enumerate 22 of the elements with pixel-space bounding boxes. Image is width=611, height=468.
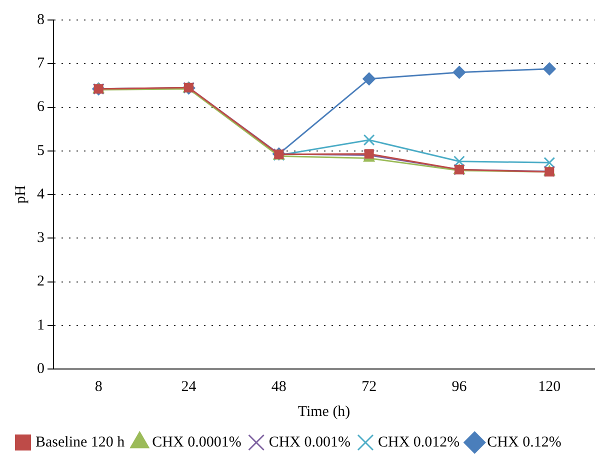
legend-label: CHX 0.001% xyxy=(268,434,350,450)
y-tick-label: 6 xyxy=(37,99,45,116)
x-tick-label: 72 xyxy=(362,378,377,395)
y-tick-label: 4 xyxy=(37,186,45,202)
y-tick-label: 3 xyxy=(37,230,44,246)
legend-label: Baseline 120 h xyxy=(36,434,126,450)
legend-label: CHX 0.012% xyxy=(378,434,460,450)
y-tick-label: 0 xyxy=(37,360,44,377)
y-tick-label: 1 xyxy=(37,317,44,334)
y-tick-label: 8 xyxy=(37,12,44,28)
x-tick-label: 96 xyxy=(452,378,468,395)
legend-label: CHX 0.12% xyxy=(487,434,562,450)
y-tick-label: 2 xyxy=(37,274,44,290)
x-tick-label: 24 xyxy=(181,378,197,395)
x-tick-label: 120 xyxy=(538,378,561,395)
x-tick-label: 48 xyxy=(271,378,286,395)
x-axis-title: Time (h) xyxy=(298,404,350,420)
x-tick-label: 8 xyxy=(94,378,102,395)
legend-label: CHX 0.0001% xyxy=(152,434,242,450)
y-tick-label: 5 xyxy=(37,142,44,159)
y-tick-label: 7 xyxy=(37,56,45,72)
y-axis-title: pH xyxy=(12,185,29,204)
